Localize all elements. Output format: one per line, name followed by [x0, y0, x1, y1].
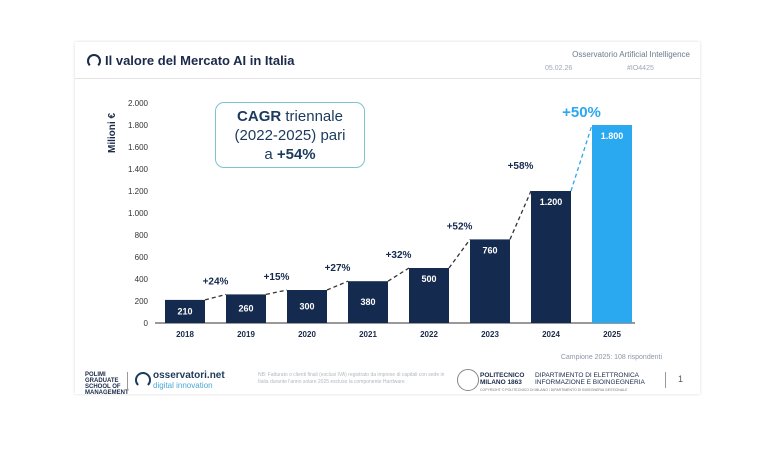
growth-connector	[387, 267, 410, 282]
y-tick-label: 200	[135, 297, 149, 306]
cagr-period: (2022-2025) pari	[234, 127, 346, 144]
cagr-text: triennale	[281, 108, 343, 125]
page-title: Il valore del Mercato AI in Italia	[105, 53, 295, 68]
bar-value-label: 1.200	[540, 197, 563, 207]
osservatori-logo-icon	[135, 372, 151, 388]
bar-value-label: 300	[299, 302, 314, 312]
growth-label: +50%	[562, 104, 601, 121]
growth-label: +52%	[447, 221, 473, 232]
y-tick-label: 1.800	[128, 121, 149, 130]
y-tick-label: 800	[135, 231, 149, 240]
copyright: COPYRIGHT © POLITECNICO DI MILANO / DIPA…	[480, 388, 628, 392]
y-tick-label: 400	[135, 275, 149, 284]
growth-connector	[265, 289, 288, 296]
cagr-value: +54%	[276, 146, 316, 163]
y-tick-label: 1.600	[128, 143, 149, 152]
growth-connector	[570, 124, 593, 192]
y-tick-label: 0	[144, 319, 149, 328]
x-tick-label: 2021	[359, 330, 377, 339]
bar-value-label: 380	[360, 297, 375, 307]
observatory-name: Osservatorio Artificial Intelligence	[572, 50, 690, 59]
bar-value-label: 260	[238, 304, 253, 314]
y-tick-label: 1.200	[128, 187, 149, 196]
slide-card: Il valore del Mercato AI in Italia Osser…	[75, 42, 700, 396]
sample-note: Campione 2025: 108 rispondenti	[560, 354, 662, 361]
x-tick-label: 2022	[420, 330, 438, 339]
y-tick-label: 1.400	[128, 165, 149, 174]
cagr-box: CAGR triennale (2022-2025) pari a +54%	[215, 102, 365, 168]
bar-value-label: 210	[177, 306, 192, 316]
x-tick-label: 2020	[298, 330, 316, 339]
bar-2019	[226, 294, 266, 323]
x-tick-label: 2025	[603, 330, 621, 339]
bar-2020	[287, 290, 327, 323]
report-code: #IO4425	[627, 65, 654, 72]
bar-2025	[592, 125, 632, 323]
growth-connector	[509, 190, 532, 240]
x-tick-label: 2024	[542, 330, 560, 339]
growth-label: +15%	[264, 272, 290, 283]
bar-value-label: 760	[482, 245, 497, 255]
growth-connector	[204, 293, 227, 301]
bar-chart: 0 200 400 600 800 1.000 1.200 1.400 1.600 1.800 2.…	[107, 99, 635, 339]
bar-2018	[165, 299, 205, 323]
bar-2024	[531, 191, 571, 323]
date: 05.02.26	[545, 65, 573, 72]
growth-label: +24%	[203, 276, 229, 287]
cagr-text2: a	[264, 146, 277, 163]
growth-label: +58%	[508, 161, 534, 172]
osservatori-sub: digital innovation	[153, 381, 213, 390]
bar-value-label: 1.800	[601, 131, 624, 141]
bar-value-label: 500	[421, 274, 436, 284]
polimi-logo: POLIMI GRADUATE SCHOOL OF MANAGEMENT	[85, 372, 129, 396]
footnote: NB: Fatturato o clienti finali (esclusi …	[258, 372, 445, 385]
x-tick-label: 2019	[237, 330, 255, 339]
department: DIPARTIMENTO DI ELETTRONICA INFORMAZIONE…	[535, 372, 645, 386]
growth-label: +32%	[386, 250, 412, 261]
x-tick-label: 2023	[481, 330, 499, 339]
bar-2023	[470, 239, 510, 323]
observatory-logo-icon	[87, 54, 101, 68]
politecnico-logo: POLITECNICO MILANO 1863	[480, 372, 525, 386]
growth-label: +27%	[325, 263, 351, 274]
growth-connector	[326, 280, 349, 291]
page-number: 1	[678, 374, 684, 384]
politecnico-seal-icon	[457, 369, 479, 391]
header: Il valore del Mercato AI in Italia Osser…	[75, 42, 700, 79]
cagr-label: CAGR	[237, 108, 282, 125]
bar-2021	[348, 281, 388, 323]
bar-2022	[409, 268, 449, 323]
y-axis-label: Milioni €	[107, 113, 118, 153]
y-tick-label: 600	[135, 253, 149, 262]
x-tick-label: 2018	[176, 330, 194, 339]
osservatori-logo: osservatori.net	[153, 370, 225, 381]
y-tick-label: 1.000	[128, 209, 149, 218]
growth-connector	[448, 239, 471, 269]
y-tick-label: 2.000	[128, 99, 149, 108]
